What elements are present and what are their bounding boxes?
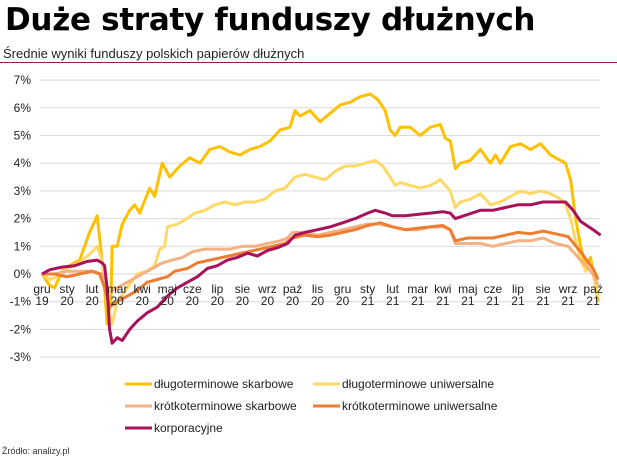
legend-label: krótkoterminowe uniwersalne — [342, 399, 498, 413]
x-tick-year: 21 — [361, 294, 375, 308]
y-tick-label: 2% — [14, 212, 32, 226]
legend-label: długoterminowe uniwersalne — [342, 377, 494, 391]
x-tick-year: 20 — [136, 294, 150, 308]
x-tick-month: cze — [484, 282, 503, 296]
x-tick-month: lut — [386, 282, 399, 296]
x-tick-month: lut — [86, 282, 99, 296]
x-tick-month: maj — [158, 282, 177, 296]
x-tick-year: 20 — [161, 294, 175, 308]
x-tick-year: 20 — [261, 294, 275, 308]
x-tick-year: 20 — [211, 294, 225, 308]
x-tick-month: kwi — [134, 282, 151, 296]
x-tick-year: 21 — [511, 294, 525, 308]
y-tick-label: -3% — [10, 350, 32, 364]
x-tick-year: 20 — [85, 294, 99, 308]
x-tick-year: 21 — [486, 294, 500, 308]
source-note: Źródło: analizy.pl — [2, 446, 70, 456]
x-tick-month: paź — [283, 282, 302, 296]
x-tick-year: 21 — [386, 294, 400, 308]
x-tick-year: 20 — [60, 294, 74, 308]
chart-title: Duże straty funduszy dłużnych — [5, 2, 536, 38]
x-tick-month: wrz — [558, 282, 578, 296]
x-tick-year: 21 — [586, 294, 600, 308]
x-tick-month: cze — [183, 282, 202, 296]
x-tick-month: lis — [312, 282, 323, 296]
x-tick-year: 21 — [436, 294, 450, 308]
y-tick-label: 7% — [14, 73, 32, 87]
x-tick-year: 20 — [110, 294, 124, 308]
x-tick-year: 21 — [536, 294, 550, 308]
x-tick-month: sie — [235, 282, 251, 296]
x-tick-year: 21 — [411, 294, 425, 308]
series-line — [41, 158, 600, 326]
y-tick-label: 0% — [14, 267, 32, 281]
x-tick-month: maj — [458, 282, 477, 296]
series-line — [42, 221, 600, 309]
x-tick-year: 19 — [35, 294, 49, 308]
y-axis-ticks: 7% 6% 5% 4% 3% 2% 1% 0% -1% -2% -3% — [10, 73, 32, 364]
x-tick-month: kwi — [434, 282, 451, 296]
x-tick-month: sty — [59, 282, 74, 296]
y-tick-label: -1% — [10, 295, 32, 309]
x-tick-year: 20 — [236, 294, 250, 308]
x-tick-month: sie — [535, 282, 551, 296]
y-tick-label: 3% — [14, 184, 32, 198]
x-tick-year: 20 — [186, 294, 200, 308]
y-tick-label: 5% — [14, 129, 32, 143]
gridlines — [40, 79, 600, 358]
x-tick-month: sty — [360, 282, 375, 296]
x-tick-year: 21 — [561, 294, 575, 308]
header-divider — [0, 62, 617, 63]
x-tick-year: 21 — [461, 294, 475, 308]
x-tick-month: mar — [107, 282, 128, 296]
x-tick-month: mar — [407, 282, 428, 296]
x-tick-year: 20 — [286, 294, 300, 308]
series-line — [41, 200, 602, 345]
y-tick-label: 1% — [14, 239, 32, 253]
y-tick-label: 4% — [14, 156, 32, 170]
x-axis-ticks: gru19sty20lut20mar20kwi20maj20cze20lip20… — [33, 282, 602, 308]
chart-subtitle: Średnie wyniki funduszy polskich papieró… — [3, 46, 305, 61]
legend: długoterminowe skarbowe długoterminowe un… — [125, 377, 498, 435]
legend-label: długoterminowe skarbowe — [154, 377, 294, 391]
x-tick-month: gru — [334, 282, 351, 296]
series-line — [40, 92, 600, 326]
legend-label: korporacyjne — [154, 421, 223, 435]
y-tick-label: 6% — [14, 101, 32, 115]
x-tick-year: 20 — [311, 294, 325, 308]
legend-label: krótkoterminowe skarbowe — [154, 399, 297, 413]
series-lines — [40, 92, 602, 345]
x-tick-month: lip — [512, 282, 524, 296]
x-tick-month: lip — [211, 282, 223, 296]
x-tick-month: wrz — [257, 282, 277, 296]
y-tick-label: -2% — [10, 322, 32, 336]
x-tick-month: gru — [33, 282, 50, 296]
x-tick-year: 20 — [336, 294, 350, 308]
x-tick-month: paź — [583, 282, 602, 296]
